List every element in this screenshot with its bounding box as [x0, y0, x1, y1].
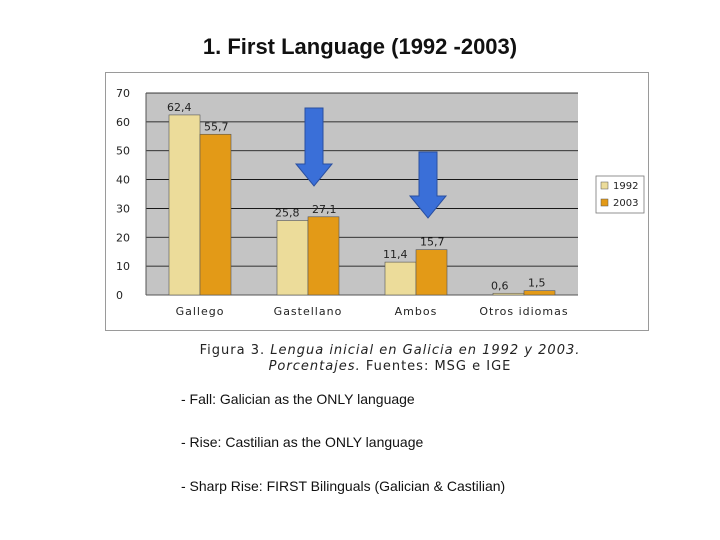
y-tick-label: 10	[116, 260, 130, 273]
bar-chart-svg: 0 10 20 30 40 50 60 70 62,4 55,7 Gallego 25,8 27,1 Ga…	[116, 87, 645, 318]
bar	[276, 220, 309, 296]
data-label: 55,7	[204, 120, 229, 133]
bullet-rise: - Rise: Castilian as the ONLY language	[181, 434, 424, 450]
legend-label: 2003	[613, 198, 638, 209]
y-tick-label: 40	[116, 174, 130, 187]
data-label: 15,7	[420, 236, 445, 249]
bullet-fall: - Fall: Galician as the ONLY language	[181, 391, 415, 407]
legend-swatch	[600, 181, 609, 190]
down-arrow-icon	[408, 151, 448, 219]
y-tick-label: 30	[116, 202, 130, 215]
y-tick-label: 70	[116, 87, 130, 100]
data-label: 25,8	[275, 207, 300, 220]
caption-source: Fuentes: MSG e IGE	[365, 359, 512, 374]
data-label: 62,4	[167, 101, 192, 114]
legend-label: 1992	[613, 181, 638, 192]
caption-subtitle: Porcentajes.	[268, 359, 361, 374]
figure-caption: Figura 3. Lengua inicial en Galicia en 1…	[160, 343, 620, 375]
y-tick-label: 0	[116, 289, 123, 302]
bar	[492, 292, 525, 296]
x-category-label: Gastellano	[274, 305, 343, 318]
y-tick-label: 60	[116, 116, 130, 129]
data-label: 0,6	[491, 279, 509, 292]
data-label: 11,4	[383, 248, 408, 261]
x-category-label: Otros idiomas	[479, 305, 568, 318]
down-arrow-icon	[294, 107, 334, 187]
bullet-sharp-rise: - Sharp Rise: FIRST Bilinguals (Galician…	[181, 478, 506, 494]
slide-title: 1. First Language (1992 -2003)	[202, 34, 518, 59]
y-tick-label: 20	[116, 231, 130, 244]
bar	[415, 249, 448, 296]
x-category-label: Ambos	[395, 305, 438, 318]
bar	[307, 216, 340, 296]
bar	[523, 290, 556, 296]
bar	[168, 114, 201, 296]
data-label: 27,1	[312, 203, 337, 216]
caption-prefix: Figura 3.	[199, 343, 266, 358]
data-label: 1,5	[528, 277, 546, 290]
x-category-label: Gallego	[176, 305, 225, 318]
caption-title: Lengua inicial en Galicia en 1992 y 2003…	[270, 343, 581, 358]
bar-chart: 0 10 20 30 40 50 60 70 62,4 55,7 Gallego 25,8 27,1 Ga…	[105, 72, 649, 331]
y-tick-label: 50	[116, 145, 130, 158]
bar	[199, 133, 232, 296]
bar	[384, 261, 417, 296]
legend-swatch	[600, 198, 609, 207]
